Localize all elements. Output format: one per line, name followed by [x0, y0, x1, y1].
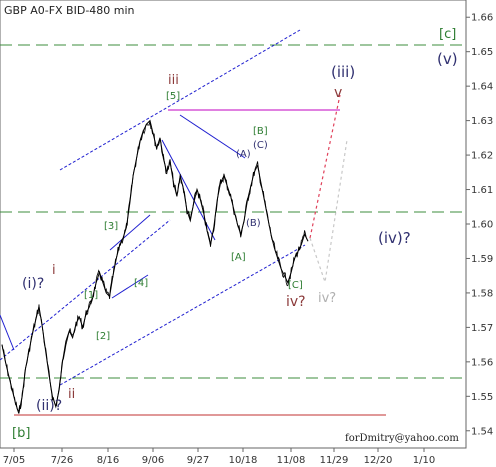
channel-upper — [59, 29, 301, 171]
wave-label-ii: ii — [68, 387, 75, 402]
forecast-main — [309, 94, 341, 239]
wave-label-5: [5] — [166, 91, 180, 102]
wave-label-v-paren: (v) — [437, 50, 458, 68]
y-tick-label: 1.65 — [471, 47, 493, 58]
wave-label-4: [4] — [134, 278, 148, 289]
x-tick-label: 7/05 — [3, 455, 25, 466]
watermark: forDmitry@yahoo.com — [345, 433, 459, 444]
chart-title: GBP A0-FX BID-480 min — [4, 4, 135, 17]
wave-label-B-bracket: [B] — [253, 126, 268, 137]
y-tick-label: 1.55 — [471, 392, 493, 403]
wave-label-c-bracket: [c] — [439, 27, 456, 42]
wave-label-B-paren: (B) — [246, 218, 261, 229]
x-tick-label: 11/29 — [320, 455, 349, 466]
price-noise-line — [1, 120, 309, 412]
channel-left-edge — [0, 314, 15, 351]
wave-label-1: [1] — [84, 290, 98, 301]
channel-mid — [0, 219, 171, 361]
wave-label-iii-paren: (iii) — [331, 63, 355, 81]
y-axis: 1.54 1.55 1.56 1.57 1.58 1.59 1.60 1.61 1.62 1.63… — [466, 13, 493, 437]
wave-label-3: [3] — [104, 221, 118, 232]
y-tick-label: 1.60 — [471, 220, 493, 231]
x-tick-label: 10/18 — [229, 455, 258, 466]
wave-label-iv-paren: (iv)? — [378, 229, 411, 247]
wave-label-i: i — [52, 263, 56, 278]
y-tick-label: 1.58 — [471, 288, 493, 299]
wave-label-i-paren: (i)? — [22, 276, 44, 292]
y-tick-label: 1.66 — [471, 13, 493, 24]
y-tick-label: 1.63 — [471, 116, 493, 127]
channel-small-lower — [111, 274, 149, 299]
wave-label-iii: iii — [168, 73, 179, 88]
x-tick-label: 8/16 — [97, 455, 119, 466]
x-tick-label: 11/08 — [277, 455, 306, 466]
y-tick-label: 1.56 — [471, 357, 493, 368]
wave-label-iv-main: iv? — [286, 294, 306, 310]
y-tick-label: 1.64 — [471, 82, 493, 93]
wave-label-2: [2] — [96, 331, 110, 342]
wave-label-b-bracket: [b] — [12, 426, 30, 441]
price-series — [1, 119, 309, 414]
x-tick-label: 12/20 — [364, 455, 393, 466]
wave-label-A-bracket: [A] — [231, 252, 246, 263]
y-tick-label: 1.62 — [471, 151, 493, 162]
wave-label-C-paren: (C) — [253, 140, 268, 151]
y-tick-label: 1.54 — [471, 426, 493, 437]
channel-small-upper — [109, 214, 151, 251]
x-tick-label: 9/06 — [142, 455, 164, 466]
wave-label-A-paren: (A) — [236, 149, 251, 160]
wave-labels: [b] (i)? i (ii)? ii [1] [2] [3] [4] [5] … — [12, 27, 458, 441]
x-axis: 7/05 7/26 8/16 9/06 9/27 10/18 11/08 11/29 12/20… — [3, 448, 435, 466]
wave-label-v: v — [334, 85, 342, 101]
x-tick-label: 1/10 — [413, 455, 435, 466]
wave-label-iv-alt: iv? — [318, 291, 336, 306]
wave-label-C-bracket: [C] — [288, 280, 303, 291]
wedge-upper — [179, 114, 246, 159]
plot-frame — [0, 0, 467, 449]
wave-label-ii-paren: (ii)? — [36, 398, 62, 414]
x-tick-label: 9/27 — [187, 455, 209, 466]
y-tick-label: 1.61 — [471, 185, 493, 196]
y-tick-label: 1.57 — [471, 323, 493, 334]
channel-lower — [59, 244, 306, 386]
y-tick-label: 1.59 — [471, 254, 493, 265]
x-tick-label: 7/26 — [51, 455, 73, 466]
